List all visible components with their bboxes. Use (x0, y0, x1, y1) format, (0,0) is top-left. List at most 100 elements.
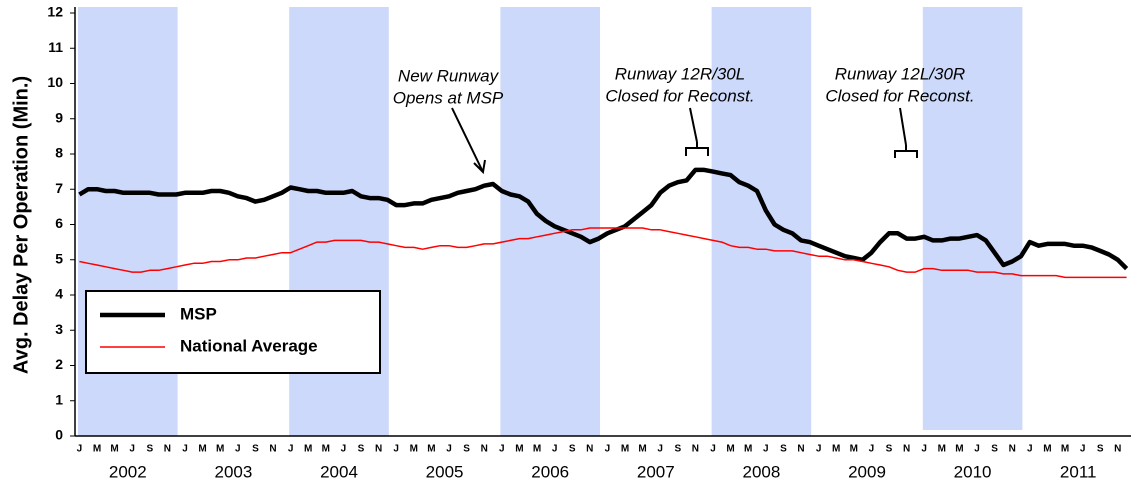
x-tick-label: M (533, 444, 541, 455)
x-tick-label: N (164, 444, 171, 455)
x-tick-label: J (605, 444, 611, 455)
year-label: 2010 (954, 462, 992, 481)
annotation: New Runway (398, 66, 500, 85)
x-tick-label: S (252, 444, 259, 455)
x-tick-label: M (955, 444, 963, 455)
x-tick-label: N (797, 444, 804, 455)
x-tick-label: J (1080, 444, 1086, 455)
y-tick-label: 8 (55, 145, 63, 161)
x-tick-label: J (710, 444, 716, 455)
x-tick-label: M (515, 444, 523, 455)
y-axis-label: Avg. Delay Per Operation (Min.) (10, 76, 32, 374)
annotation: Opens at MSP (393, 88, 504, 107)
annotation-arrow (451, 107, 486, 175)
x-tick-label: N (1114, 444, 1121, 455)
x-tick-label: S (1097, 444, 1104, 455)
x-tick-label: S (886, 444, 893, 455)
x-tick-label: N (269, 444, 276, 455)
x-tick-label: J (77, 444, 83, 455)
x-tick-label: S (146, 444, 153, 455)
x-tick-label: M (216, 444, 224, 455)
y-tick-label: 6 (55, 215, 63, 231)
x-tick-label: S (569, 444, 576, 455)
y-tick-label: 9 (55, 109, 63, 125)
x-tick-label: M (427, 444, 435, 455)
y-tick-label: 4 (55, 286, 63, 302)
x-tick-label: J (1027, 444, 1033, 455)
year-label: 2002 (109, 462, 147, 481)
y-tick-label: 1 (55, 391, 63, 407)
x-tick-label: M (726, 444, 734, 455)
x-tick-label: M (322, 444, 330, 455)
year-label: 2005 (426, 462, 464, 481)
x-tick-label: J (763, 444, 769, 455)
x-tick-label: S (991, 444, 998, 455)
legend-label: MSP (180, 304, 217, 323)
x-tick-label: N (481, 444, 488, 455)
x-tick-label: J (182, 444, 188, 455)
legend-box (85, 290, 381, 374)
x-tick-label: N (903, 444, 910, 455)
x-tick-label: M (110, 444, 118, 455)
x-tick-label: M (410, 444, 418, 455)
y-tick-label: 7 (55, 180, 63, 196)
x-tick-label: S (358, 444, 365, 455)
x-tick-label: M (744, 444, 752, 455)
x-tick-label: S (463, 444, 470, 455)
x-tick-label: J (129, 444, 135, 455)
x-tick-label: M (832, 444, 840, 455)
annotation-bracket (685, 107, 709, 156)
annotation: Closed for Reconst. (825, 86, 974, 105)
x-tick-label: M (93, 444, 101, 455)
y-tick-label: 5 (55, 250, 63, 266)
y-tick-label: 11 (48, 39, 63, 55)
year-label: 2004 (320, 462, 358, 481)
x-tick-label: N (692, 444, 699, 455)
x-tick-label: M (198, 444, 206, 455)
x-tick-label: N (586, 444, 593, 455)
x-tick-label: J (921, 444, 927, 455)
x-tick-label: N (1009, 444, 1016, 455)
year-label: 2008 (742, 462, 780, 481)
x-tick-label: M (638, 444, 646, 455)
y-tick-label: 2 (55, 356, 63, 372)
x-tick-label: M (1043, 444, 1051, 455)
year-label: 2003 (214, 462, 252, 481)
x-tick-label: M (621, 444, 629, 455)
annotation: Runway 12R/30L (615, 64, 745, 83)
series-line (78, 167, 1129, 271)
y-tick-label: 3 (55, 321, 63, 337)
x-tick-label: J (657, 444, 663, 455)
x-tick-label: J (974, 444, 980, 455)
x-tick-label: J (552, 444, 558, 455)
x-tick-label: J (235, 444, 241, 455)
x-tick-label: S (674, 444, 681, 455)
y-tick-label: 10 (47, 74, 63, 90)
year-label: 2007 (637, 462, 675, 481)
x-tick-label: M (938, 444, 946, 455)
y-tick-label: 0 (55, 427, 63, 443)
annotation: Closed for Reconst. (605, 86, 754, 105)
x-tick-label: J (341, 444, 347, 455)
y-tick-label: 12 (47, 4, 63, 20)
x-tick-label: J (869, 444, 875, 455)
x-tick-label: J (446, 444, 452, 455)
annotation: Runway 12L/30R (835, 64, 965, 83)
x-tick-label: S (780, 444, 787, 455)
year-band (711, 7, 812, 436)
series-line (79, 227, 1127, 279)
year-band (922, 7, 1023, 430)
year-label: 2009 (848, 462, 886, 481)
legend-label: National Average (180, 336, 318, 355)
x-tick-label: M (1061, 444, 1069, 455)
x-tick-label: J (393, 444, 399, 455)
year-label: 2011 (1060, 462, 1097, 481)
x-tick-label: J (816, 444, 822, 455)
x-tick-label: J (288, 444, 294, 455)
x-tick-label: M (850, 444, 858, 455)
x-tick-label: N (375, 444, 382, 455)
year-label: 2006 (531, 462, 569, 481)
annotation-bracket (894, 107, 918, 158)
x-tick-label: M (304, 444, 312, 455)
